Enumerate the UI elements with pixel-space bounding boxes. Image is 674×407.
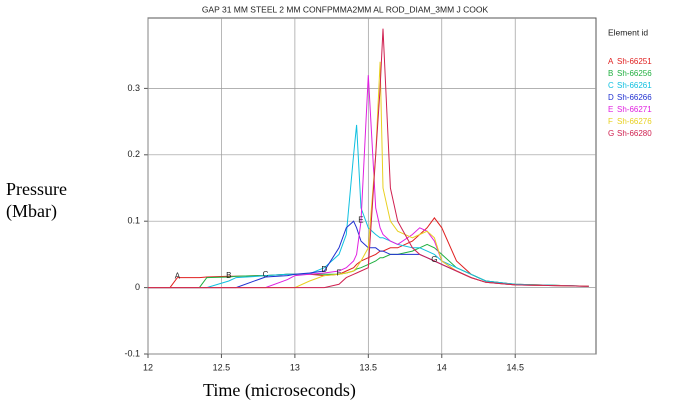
legend-letter: F — [608, 117, 613, 126]
x-tick-label: 14 — [437, 362, 447, 372]
legend-label: Sh-66251 — [617, 57, 652, 66]
x-axis-label: Time (microseconds) — [203, 380, 356, 400]
series-line — [148, 124, 589, 289]
curve-letter: E — [358, 215, 363, 224]
y-tick-label: 0.1 — [127, 216, 140, 226]
x-tick-label: 14.5 — [506, 362, 524, 372]
curve-letter: G — [431, 255, 437, 264]
y-tick-label: -0.1 — [124, 348, 140, 358]
x-tick-label: 12 — [143, 362, 153, 372]
plot-frame — [147, 17, 597, 355]
curve-letter: D — [321, 265, 327, 274]
y-tick-label: 0.2 — [127, 149, 140, 159]
legend-label: Sh-66261 — [617, 81, 652, 90]
legend-label: Sh-66256 — [617, 69, 652, 78]
series-line — [148, 28, 589, 289]
legend-letter: G — [608, 129, 614, 138]
legend-title: Element id — [608, 27, 648, 37]
legend-letter: A — [608, 57, 614, 66]
x-tick-label: 13.5 — [360, 362, 378, 372]
curve-letter: C — [263, 270, 269, 279]
legend-label: Sh-66266 — [617, 93, 652, 102]
legend-letter: E — [608, 105, 613, 114]
y-axis-label: Pressure (Mbar) — [6, 179, 67, 221]
x-tick-label: 13 — [290, 362, 300, 372]
curve-letter: F — [337, 268, 342, 277]
y-tick-label: 0.3 — [127, 83, 140, 93]
legend-label: Sh-66276 — [617, 117, 652, 126]
x-tick-label: 12.5 — [213, 362, 231, 372]
curve-letter: A — [175, 272, 181, 281]
legend-label: Sh-66271 — [617, 105, 652, 114]
legend-letter: C — [608, 81, 614, 90]
legend-letter: B — [608, 69, 613, 78]
y-tick-label: 0 — [135, 282, 140, 292]
curve-letter: B — [226, 271, 231, 280]
legend-label: Sh-66280 — [617, 129, 652, 138]
chart-title: GAP 31 MM STEEL 2 MM CONFPMMA2MM AL ROD_… — [202, 4, 489, 14]
legend-letter: D — [608, 93, 614, 102]
